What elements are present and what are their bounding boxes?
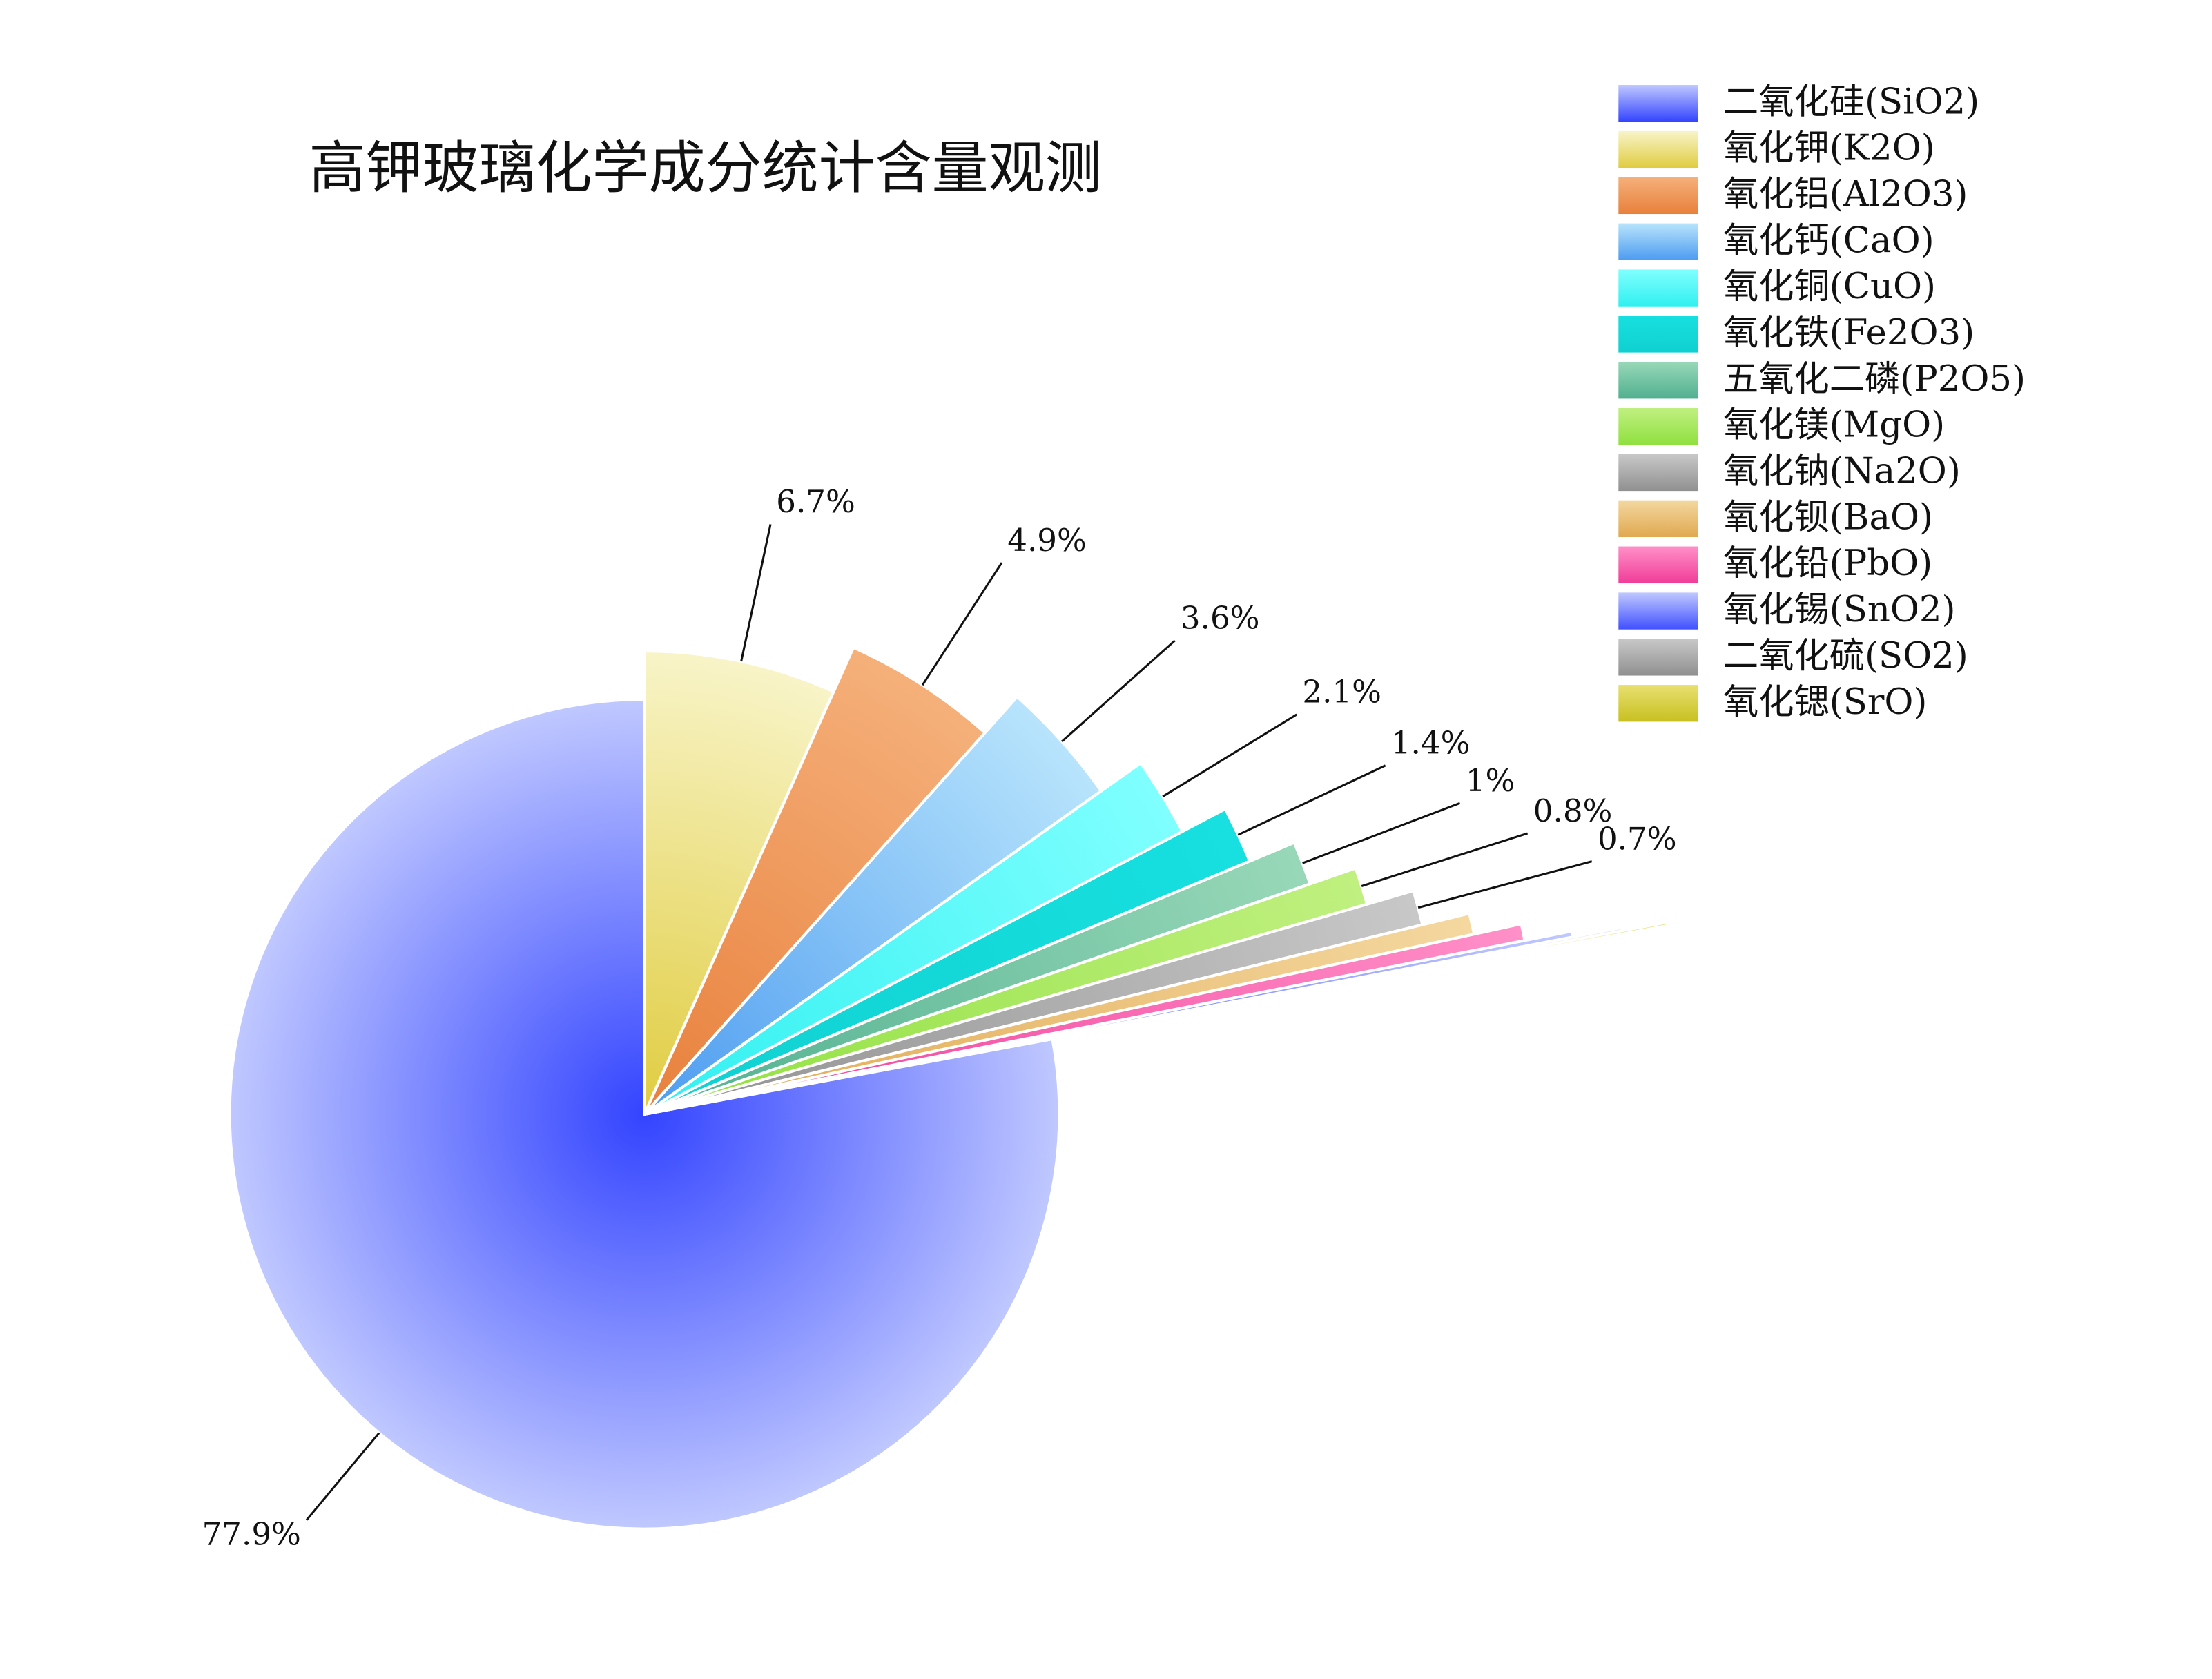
- data-label: 0.7%: [1598, 820, 1677, 857]
- legend-label: 氧化铁(Fe2O3): [1723, 312, 1975, 353]
- label-line: [740, 524, 772, 662]
- label-line: [1061, 639, 1176, 743]
- label-line: [1302, 802, 1461, 864]
- data-label: 77.9%: [202, 1516, 301, 1553]
- data-label: 4.9%: [1007, 522, 1087, 559]
- data-label: 1%: [1466, 762, 1515, 799]
- legend-swatch: [1618, 223, 1698, 260]
- legend-swatch: [1618, 177, 1698, 215]
- legend-label: 氧化钡(BaO): [1723, 496, 1933, 538]
- legend-swatch: [1618, 269, 1698, 307]
- label-line: [1361, 832, 1529, 887]
- legend-swatch: [1618, 685, 1698, 722]
- data-label: 6.7%: [776, 483, 855, 520]
- legend-label: 氧化钠(Na2O): [1723, 451, 1961, 492]
- chart-title: 高钾玻璃化学成分统计含量观测: [309, 136, 1102, 202]
- legend-swatch: [1618, 407, 1698, 445]
- label-line: [1417, 860, 1593, 909]
- legend-swatch: [1618, 85, 1698, 122]
- rose-slice: [643, 646, 987, 1116]
- legend-swatch: [1618, 454, 1698, 492]
- legend-swatch: [1618, 130, 1698, 168]
- legend-label: 氧化镁(MgO): [1723, 405, 1945, 446]
- data-label: 2.1%: [1302, 674, 1381, 710]
- legend-swatch: [1618, 316, 1698, 353]
- label-line: [1237, 764, 1386, 836]
- label-line: [921, 562, 1003, 686]
- legend-swatch: [1618, 362, 1698, 399]
- legend-label: 氧化锶(SrO): [1723, 681, 1927, 723]
- legend-label: 二氧化硫(SO2): [1723, 635, 1968, 677]
- legend-label: 氧化铅(PbO): [1723, 543, 1932, 584]
- legend-label: 二氧化硅(SiO2): [1723, 81, 1979, 123]
- rose-slice: [644, 920, 1671, 1116]
- data-label: 1.4%: [1391, 725, 1471, 761]
- legend-label: 氧化钙(CaO): [1723, 220, 1934, 261]
- label-line: [305, 1432, 380, 1521]
- legend-label: 氧化锡(SnO2): [1723, 589, 1955, 630]
- legend-label: 五氧化二磷(P2O5): [1723, 358, 2026, 400]
- legend-swatch: [1618, 546, 1698, 583]
- label-line: [1162, 713, 1297, 798]
- data-label: 0.8%: [1533, 793, 1613, 829]
- legend-label: 氧化铜(CuO): [1723, 266, 1936, 307]
- legend-label: 氧化铝(Al2O3): [1723, 173, 1968, 215]
- rose-slice: [643, 650, 836, 1115]
- legend-label: 氧化钾(K2O): [1723, 128, 1935, 169]
- legend-swatch: [1618, 639, 1698, 676]
- legend-swatch: [1618, 592, 1698, 630]
- data-label: 3.6%: [1181, 600, 1260, 637]
- legend-swatch: [1618, 500, 1698, 537]
